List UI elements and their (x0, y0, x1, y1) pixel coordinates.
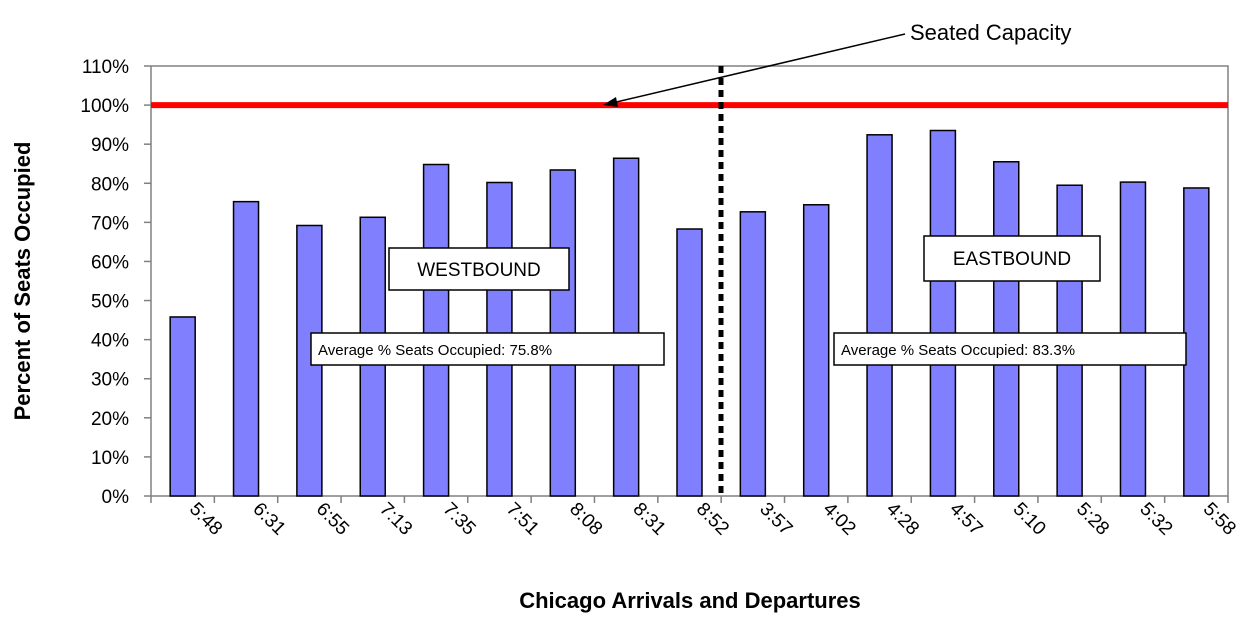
x-axis-title: Chicago Arrivals and Departures (519, 588, 861, 613)
eastbound-label: EASTBOUND (953, 249, 1071, 270)
y-tick-label: 80% (91, 174, 129, 195)
westbound-label: WESTBOUND (417, 260, 541, 281)
bar (1183, 187, 1210, 497)
capacity-arrow-head (603, 97, 618, 107)
westbound-average-label: Average % Seats Occupied: 75.8% (318, 342, 552, 359)
x-tick-label: 8:08 (565, 499, 606, 540)
x-tick-label: 5:28 (1072, 499, 1113, 540)
eastbound-box (923, 235, 1101, 282)
x-tick-label: 4:57 (945, 499, 986, 540)
y-tick-label: 70% (91, 213, 129, 234)
x-tick-label: 5:48 (185, 499, 226, 540)
x-tick-label: 6:55 (312, 499, 353, 540)
y-tick-label: 100% (80, 96, 129, 117)
x-tick-label: 5:58 (1199, 499, 1240, 540)
y-tick-label: 10% (91, 448, 129, 469)
bar (612, 157, 640, 497)
bar (232, 200, 260, 497)
westbound-box (388, 247, 570, 291)
x-tick-label: 8:52 (692, 499, 733, 540)
x-tick-label: 7:51 (502, 499, 543, 540)
y-tick-label: 30% (91, 370, 129, 391)
y-tick-label: 40% (91, 331, 129, 352)
x-tick-label: 5:10 (1009, 499, 1050, 540)
bar (866, 134, 893, 497)
x-tick-label: 7:35 (439, 499, 480, 540)
westbound-average-box (310, 332, 665, 366)
bar (993, 161, 1020, 497)
y-tick-label: 50% (91, 292, 129, 313)
y-axis-title: Percent of Seats Occupied (10, 142, 35, 421)
capacity-arrow (611, 33, 906, 104)
y-axis: 0% 10% 20% 30% 40% 50% 60% 70% 80% 90% 100% 110% (80, 57, 151, 508)
y-tick-label: 110% (82, 57, 129, 78)
capacity-label: Seated Capacity (910, 20, 1071, 45)
y-tick-label: 20% (91, 409, 129, 430)
x-tick-label: 8:31 (629, 499, 670, 540)
bar (676, 228, 703, 497)
x-tick-label: 3:57 (755, 499, 796, 540)
x-tick-label: 5:32 (1135, 499, 1176, 540)
bar (422, 163, 450, 497)
x-tick-label: 7:13 (375, 499, 416, 540)
x-tick-label: 4:02 (819, 499, 860, 540)
bar (739, 211, 767, 497)
x-tick-label: 6:31 (248, 499, 289, 540)
y-tick-label: 90% (91, 135, 129, 156)
eastbound-average-box (833, 332, 1187, 366)
y-tick-label: 0% (102, 487, 130, 508)
bar (929, 129, 957, 497)
bar (169, 316, 196, 497)
bar (802, 204, 830, 497)
y-tick-label: 60% (91, 252, 129, 273)
x-axis: 5:48 6:31 6:55 7:13 7:35 7:51 8:08 8:31 8:52 3:57… (150, 496, 1240, 540)
x-tick-label: 4:28 (882, 499, 923, 540)
eastbound-average-label: Average % Seats Occupied: 83.3% (841, 342, 1075, 359)
